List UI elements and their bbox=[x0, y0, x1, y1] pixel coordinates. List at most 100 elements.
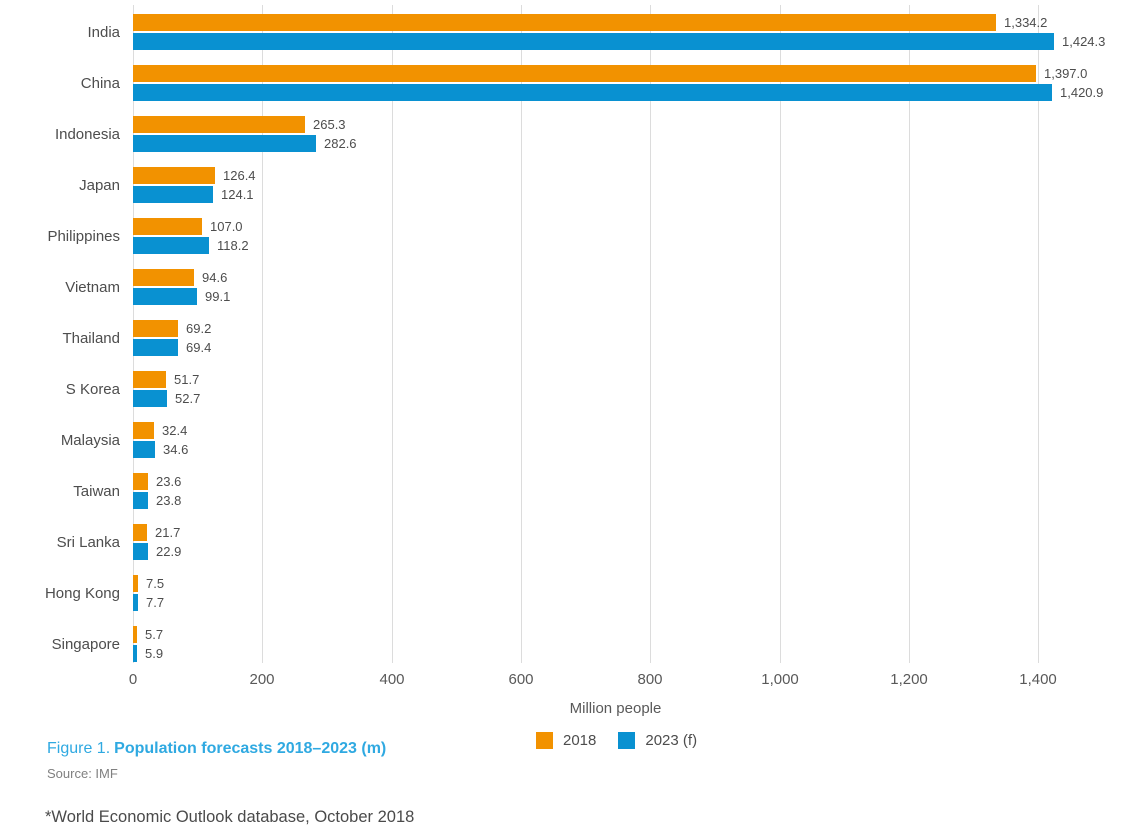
bar-2018-malaysia bbox=[133, 422, 154, 439]
legend-item-2018: 2018 bbox=[536, 732, 596, 749]
chart-legend: 2018 2023 (f) bbox=[536, 732, 697, 749]
value-label-2023-f-sri-lanka: 22.9 bbox=[156, 544, 182, 559]
bar-2023-f-malaysia bbox=[133, 441, 155, 458]
value-label-2018-philippines: 107.0 bbox=[210, 219, 243, 234]
value-label-2023-f-singapore: 5.9 bbox=[145, 646, 164, 661]
bar-group-thailand: Thailand 69.2 69.4 bbox=[0, 320, 1139, 356]
category-label-indonesia: Indonesia bbox=[54, 125, 120, 143]
bar-group-india: India 1,334.2 1,424.3 bbox=[0, 14, 1139, 50]
value-label-2023-f-vietnam: 99.1 bbox=[205, 289, 231, 304]
bar-group-malaysia: Malaysia 32.4 34.6 bbox=[0, 422, 1139, 458]
x-tick-200: 200 bbox=[249, 671, 275, 688]
bar-group-s-korea: S Korea 51.7 52.7 bbox=[0, 371, 1139, 407]
category-label-philippines: Philippines bbox=[47, 227, 120, 245]
figure-number-label: Figure 1. bbox=[47, 740, 111, 757]
bar-2018-philippines bbox=[133, 218, 202, 235]
value-label-2018-sri-lanka: 21.7 bbox=[155, 525, 181, 540]
value-label-2018-india: 1,334.2 bbox=[1004, 15, 1048, 30]
gridline-1000 bbox=[780, 5, 781, 663]
bar-2023-f-sri-lanka bbox=[133, 543, 148, 560]
value-label-2023-f-s-korea: 52.7 bbox=[175, 391, 201, 406]
bars-thailand: 69.2 69.4 bbox=[133, 320, 1139, 356]
bar-group-singapore: Singapore 5.7 5.9 bbox=[0, 626, 1139, 662]
value-label-2023-f-philippines: 118.2 bbox=[217, 238, 249, 253]
bar-2023-f-taiwan bbox=[133, 492, 148, 509]
bar-2018-thailand bbox=[133, 320, 178, 337]
category-label-s-korea: S Korea bbox=[65, 380, 120, 398]
value-label-2018-hong-kong: 7.5 bbox=[146, 576, 165, 591]
category-label-hong-kong: Hong Kong bbox=[44, 584, 120, 602]
bar-2023-f-japan bbox=[133, 186, 213, 203]
figure-title: Population forecasts 2018–2023 (m) bbox=[114, 740, 387, 757]
value-label-2018-japan: 126.4 bbox=[223, 168, 256, 183]
category-label-singapore: Singapore bbox=[51, 635, 120, 653]
x-tick-1400: 1,400 bbox=[1019, 671, 1057, 688]
bar-2023-f-s-korea bbox=[133, 390, 167, 407]
x-tick-800: 800 bbox=[637, 671, 663, 688]
bar-group-vietnam: Vietnam 94.6 99.1 bbox=[0, 269, 1139, 305]
legend-swatch-2018 bbox=[536, 732, 553, 749]
bar-group-hong-kong: Hong Kong 7.5 7.7 bbox=[0, 575, 1139, 611]
bar-group-china: China 1,397.0 1,420.9 bbox=[0, 65, 1139, 101]
bar-2023-f-china bbox=[133, 84, 1052, 101]
x-axis-title: Million people bbox=[569, 700, 662, 717]
value-label-2018-vietnam: 94.6 bbox=[202, 270, 228, 285]
value-label-2023-f-thailand: 69.4 bbox=[186, 340, 212, 355]
bar-2018-japan bbox=[133, 167, 215, 184]
bar-2018-india bbox=[133, 14, 996, 31]
bar-group-taiwan: Taiwan 23.6 23.8 bbox=[0, 473, 1139, 509]
category-label-china: China bbox=[80, 74, 120, 92]
gridline-200 bbox=[262, 5, 263, 663]
bars-japan: 126.4 124.1 bbox=[133, 167, 1139, 203]
footnote: *World Economic Outlook database, Octobe… bbox=[45, 808, 415, 826]
legend-swatch-2023-f bbox=[618, 732, 636, 749]
bars-philippines: 107.0 118.2 bbox=[133, 218, 1139, 254]
bars-singapore: 5.7 5.9 bbox=[133, 626, 1139, 662]
value-label-2018-malaysia: 32.4 bbox=[162, 423, 188, 438]
category-label-vietnam: Vietnam bbox=[65, 278, 120, 296]
bar-2018-indonesia bbox=[133, 116, 305, 133]
figure-caption: Figure 1. Population forecasts 2018–2023 … bbox=[47, 740, 386, 758]
bar-group-indonesia: Indonesia 265.3 282.6 bbox=[0, 116, 1139, 152]
bar-2018-singapore bbox=[133, 626, 137, 643]
gridline-600 bbox=[521, 5, 522, 663]
bar-2023-f-thailand bbox=[133, 339, 178, 356]
value-label-2023-f-malaysia: 34.6 bbox=[163, 442, 189, 457]
bar-2023-f-philippines bbox=[133, 237, 209, 254]
bars-vietnam: 94.6 99.1 bbox=[133, 269, 1139, 305]
bar-group-japan: Japan 126.4 124.1 bbox=[0, 167, 1139, 203]
bar-2018-s-korea bbox=[133, 371, 166, 388]
x-tick-0: 0 bbox=[128, 671, 138, 688]
value-label-2023-f-india: 1,424.3 bbox=[1062, 34, 1106, 49]
source-note: Source: IMF bbox=[47, 766, 118, 781]
bar-group-sri-lanka: Sri Lanka 21.7 22.9 bbox=[0, 524, 1139, 560]
value-label-2018-taiwan: 23.6 bbox=[156, 474, 182, 489]
category-label-taiwan: Taiwan bbox=[73, 482, 120, 500]
bar-rows: India 1,334.2 1,424.3 China 1,397.0 1,420.9 In… bbox=[0, 14, 1139, 677]
value-label-2023-f-japan: 124.1 bbox=[221, 187, 254, 202]
value-label-2018-s-korea: 51.7 bbox=[174, 372, 200, 387]
value-label-2023-f-china: 1,420.9 bbox=[1060, 85, 1104, 100]
bar-2018-taiwan bbox=[133, 473, 148, 490]
bars-india: 1,334.2 1,424.3 bbox=[133, 14, 1139, 50]
legend-item-2023-f: 2023 (f) bbox=[618, 732, 697, 749]
category-label-japan: Japan bbox=[79, 176, 120, 194]
bar-2018-china bbox=[133, 65, 1036, 82]
value-label-2018-indonesia: 265.3 bbox=[313, 117, 346, 132]
x-tick-1200: 1,200 bbox=[890, 671, 928, 688]
category-label-sri-lanka: Sri Lanka bbox=[56, 533, 120, 551]
value-label-2018-thailand: 69.2 bbox=[186, 321, 212, 336]
bar-2018-vietnam bbox=[133, 269, 194, 286]
x-tick-600: 600 bbox=[508, 671, 534, 688]
bar-2023-f-singapore bbox=[133, 645, 137, 662]
bar-group-philippines: Philippines 107.0 118.2 bbox=[0, 218, 1139, 254]
bar-2023-f-vietnam bbox=[133, 288, 197, 305]
x-tick-1000: 1,000 bbox=[761, 671, 799, 688]
value-label-2018-china: 1,397.0 bbox=[1044, 66, 1088, 81]
bars-taiwan: 23.6 23.8 bbox=[133, 473, 1139, 509]
legend-label-2023-f: 2023 (f) bbox=[645, 732, 698, 749]
legend-label-2018: 2018 bbox=[563, 732, 597, 749]
bar-2023-f-indonesia bbox=[133, 135, 316, 152]
gridline-1400 bbox=[1038, 5, 1039, 663]
